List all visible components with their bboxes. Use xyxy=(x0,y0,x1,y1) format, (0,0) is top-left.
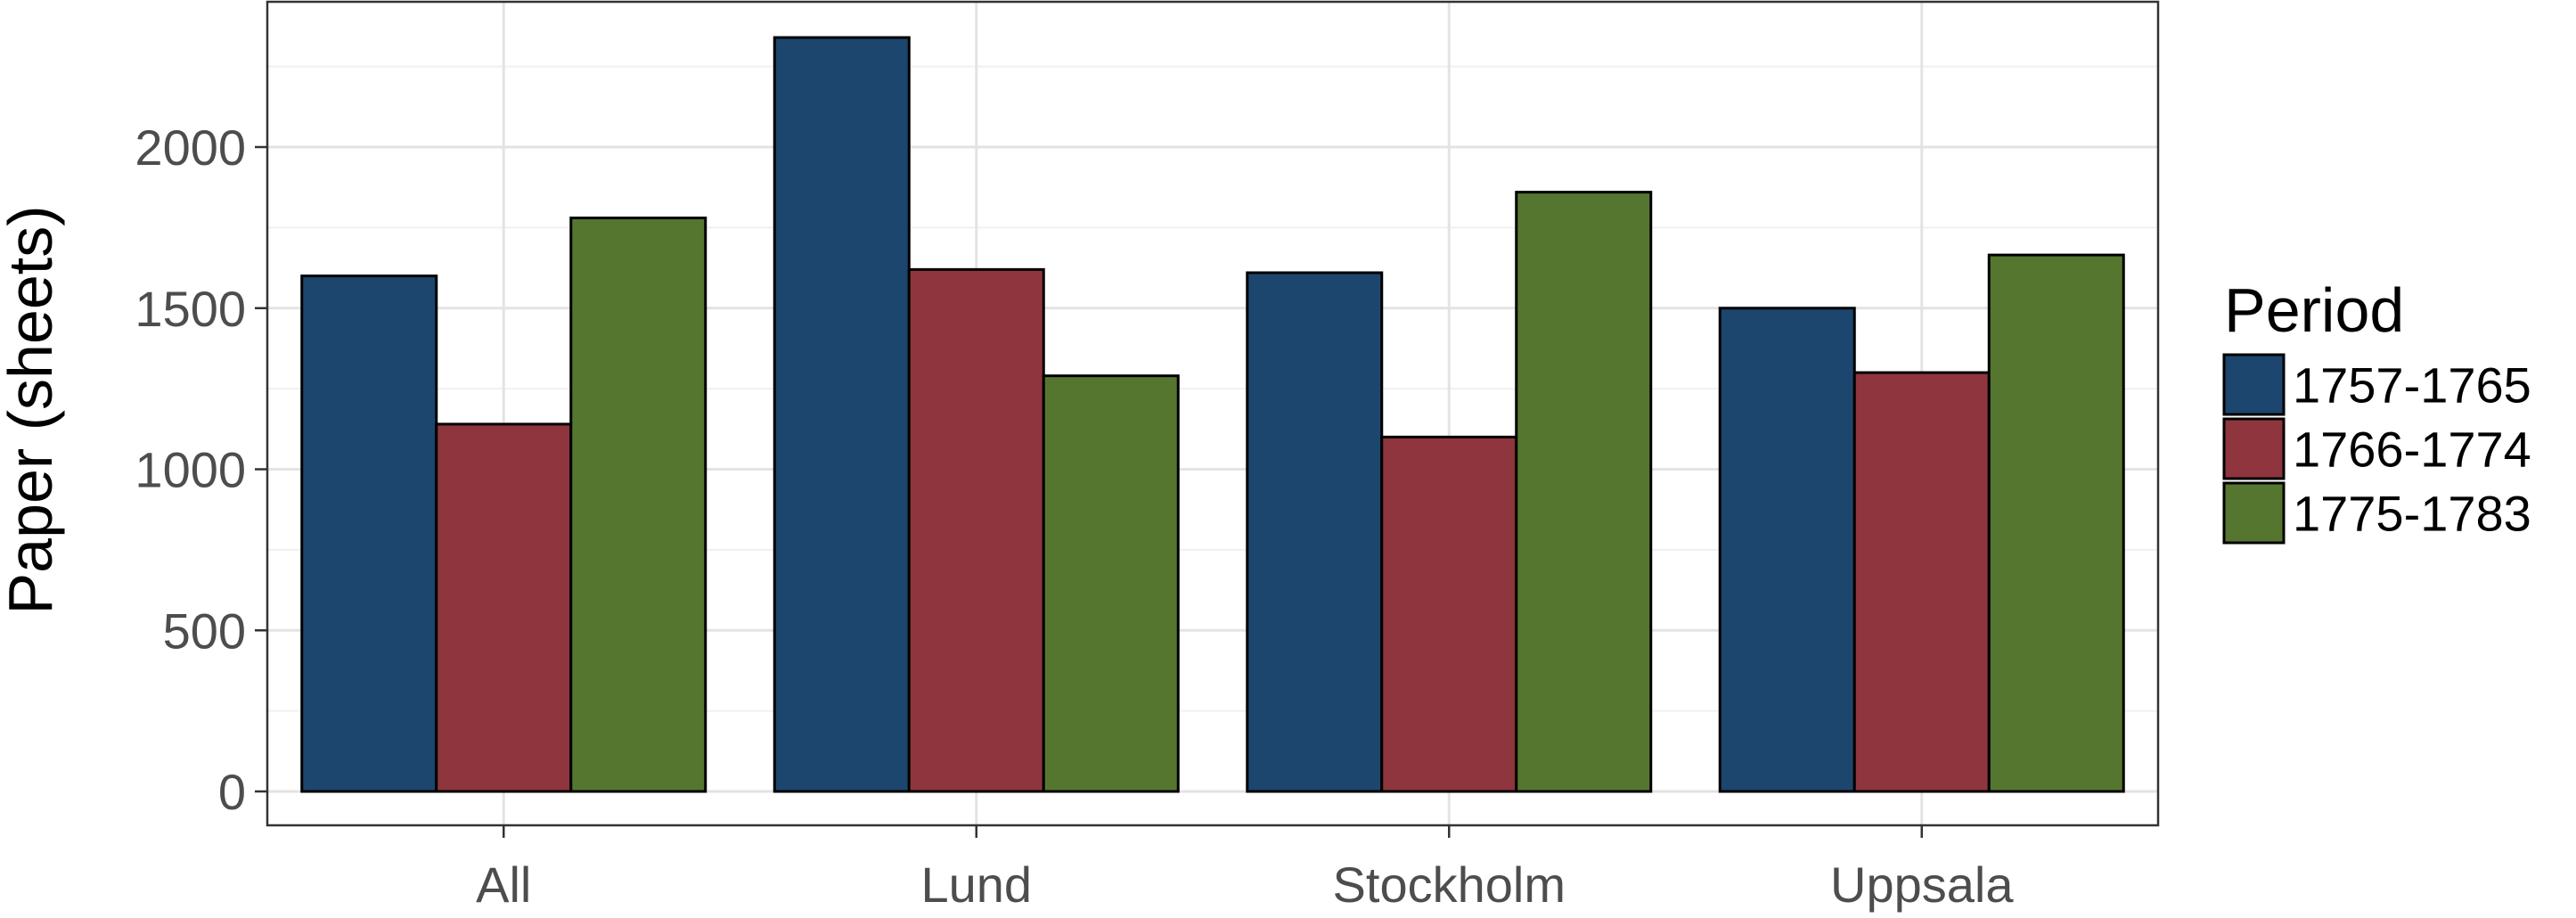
bar xyxy=(1515,191,1653,793)
y-axis: 0 500 1000 1500 2000 xyxy=(135,119,267,820)
legend-label: 1766-1774 xyxy=(2293,422,2531,478)
bar xyxy=(300,275,438,793)
bar xyxy=(1380,435,1518,793)
bar xyxy=(569,217,707,793)
bar xyxy=(435,422,573,793)
y-tick-label: 2000 xyxy=(135,119,246,176)
x-tick-label: Uppsala xyxy=(1830,857,2014,913)
y-axis-title: Paper (sheets) xyxy=(0,205,65,614)
legend-label: 1775-1783 xyxy=(2293,486,2531,542)
y-tick-label: 1500 xyxy=(135,281,246,337)
legend-title: Period xyxy=(2224,275,2404,345)
x-tick-label: All xyxy=(476,857,531,913)
bar xyxy=(1718,307,1856,793)
y-tick-label: 500 xyxy=(163,602,246,659)
legend-key xyxy=(2222,417,2286,480)
bar xyxy=(1042,374,1180,793)
legend-label: 1757-1765 xyxy=(2293,357,2531,414)
x-axis: All Lund Stockholm Uppsala xyxy=(476,825,2014,913)
x-tick-label: Lund xyxy=(920,857,1032,913)
legend-key xyxy=(2222,481,2286,545)
bar xyxy=(1852,371,1991,793)
bar xyxy=(773,36,911,793)
legend: Period 1757-1765 1766-1774 1775-1783 xyxy=(2222,275,2531,545)
x-tick-label: Stockholm xyxy=(1333,857,1566,913)
legend-key xyxy=(2222,353,2286,416)
plot-panel-border xyxy=(266,0,2160,827)
bar xyxy=(907,267,1045,793)
y-tick-label: 1000 xyxy=(135,442,246,498)
bar xyxy=(1246,271,1384,793)
y-tick-label: 0 xyxy=(218,764,246,820)
bar xyxy=(1987,253,2125,793)
bars xyxy=(300,36,2125,793)
